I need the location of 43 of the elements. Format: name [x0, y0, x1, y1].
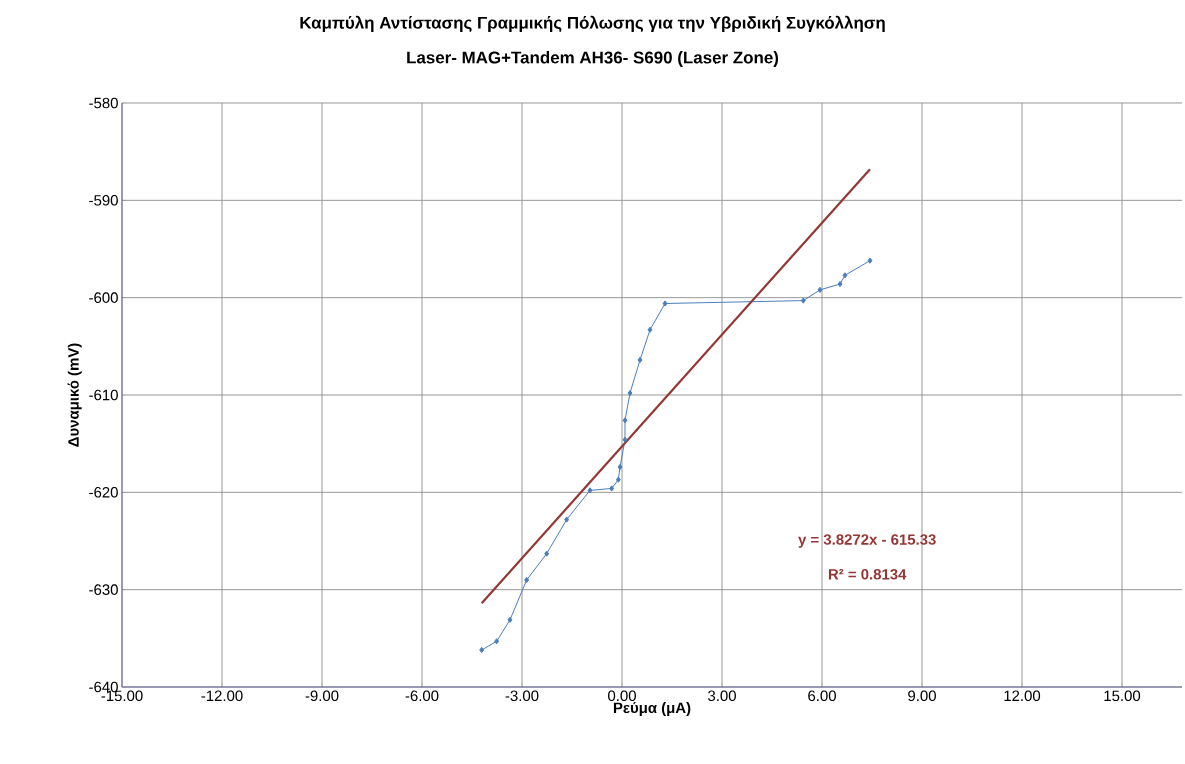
- x-tick-label: -12.00: [201, 690, 243, 702]
- point: [494, 638, 500, 645]
- point: [587, 487, 593, 494]
- x-tick-label: 6.00: [808, 690, 836, 702]
- point: [507, 616, 513, 623]
- x-tick-label: -9.00: [305, 690, 339, 702]
- point: [609, 485, 615, 492]
- x-tick-label: -6.00: [405, 690, 439, 702]
- point: [615, 476, 621, 483]
- point: [622, 436, 628, 443]
- y-tick-label: -600: [89, 292, 118, 303]
- x-tick-label: 12.00: [1004, 690, 1041, 702]
- y-tick-label: -630: [89, 584, 118, 595]
- point: [564, 516, 570, 523]
- point: [627, 389, 633, 397]
- point: [817, 286, 823, 293]
- x-tick-label: 0.00: [608, 690, 636, 702]
- point: [544, 550, 550, 557]
- point: [837, 280, 843, 288]
- point: [637, 356, 643, 364]
- point: [479, 646, 485, 654]
- point: [662, 300, 668, 307]
- point: [867, 257, 873, 264]
- y-tick-label: -620: [89, 487, 118, 498]
- x-tick-label: 9.00: [908, 690, 936, 702]
- chart-subtitle: Laser- MAG+Tandem AH36- S690 (Laser Zone): [407, 51, 779, 67]
- chart-title: Καμπύλη Αντίστασης Γραμμικής Πόλωσης για την Υβριδική Συγκόλληση: [300, 15, 885, 33]
- point: [647, 326, 653, 333]
- y-axis-title: Δυναμικό (mV): [67, 343, 82, 447]
- point: [842, 272, 848, 279]
- y-tick-label: -610: [89, 389, 118, 401]
- x-axis-title: Ρεύμα (μA): [613, 701, 691, 717]
- y-tick-label: -590: [89, 195, 118, 206]
- point: [617, 463, 623, 471]
- y-tick-label: -580: [89, 97, 118, 109]
- x-tick-label: 15.00: [1104, 690, 1141, 702]
- x-tick-label: 3.00: [708, 690, 736, 702]
- point: [524, 576, 530, 584]
- point: [800, 297, 806, 304]
- annotation: y = 3.8272x - 615.33: [798, 534, 936, 548]
- x-tick-label: -3.00: [505, 690, 539, 702]
- annotation: R² = 0.8134: [828, 568, 907, 580]
- point: [622, 417, 628, 424]
